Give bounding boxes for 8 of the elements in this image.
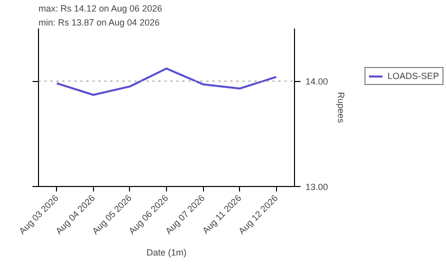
text: min: Rs 13.87 on Aug 04 2026 — [38, 18, 160, 28]
y2-axis-title: Rupees — [336, 92, 346, 124]
y2-tick-label: 14.00 — [306, 76, 328, 87]
x-axis-title: Date (1m) — [146, 248, 187, 258]
line-series — [56, 68, 278, 96]
y2-tick-label: 13.00 — [306, 182, 328, 192]
legend-label: LOADS-SEP — [387, 71, 439, 81]
text: max: Rs 14.12 on Aug 06 2026 — [38, 4, 162, 14]
